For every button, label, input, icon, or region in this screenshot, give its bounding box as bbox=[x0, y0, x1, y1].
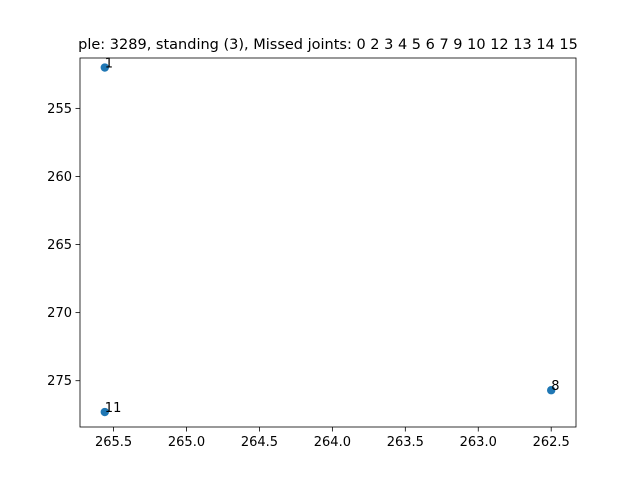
chart-title: ple: 3289, standing (3), Missed joints: … bbox=[78, 37, 578, 53]
x-tick-label: 263.5 bbox=[387, 435, 424, 450]
plot-area: 265.5 265.0 264.5 264.0 263.5 263.0 262.5 255 26… bbox=[47, 57, 577, 450]
point-label: 11 bbox=[105, 401, 122, 416]
x-tick-label: 263.0 bbox=[460, 435, 497, 450]
y-tick-label: 265 bbox=[47, 238, 72, 253]
y-tick-label: 260 bbox=[47, 170, 72, 185]
y-tick-label: 275 bbox=[47, 374, 72, 389]
data-point bbox=[100, 63, 110, 72]
x-tick-label: 265.0 bbox=[168, 435, 205, 450]
x-tick-label: 265.5 bbox=[95, 435, 132, 450]
y-tick-label: 255 bbox=[47, 102, 72, 117]
point-label: 1 bbox=[105, 57, 113, 72]
data-point bbox=[100, 407, 110, 417]
x-tick-label: 264.5 bbox=[241, 435, 278, 450]
point-label: 8 bbox=[551, 379, 559, 394]
axes-frame bbox=[79, 57, 577, 428]
x-tick-label: 264.0 bbox=[314, 435, 351, 450]
data-point bbox=[547, 386, 556, 395]
y-tick-label: 270 bbox=[47, 306, 72, 321]
x-tick-label: 262.5 bbox=[533, 435, 570, 450]
